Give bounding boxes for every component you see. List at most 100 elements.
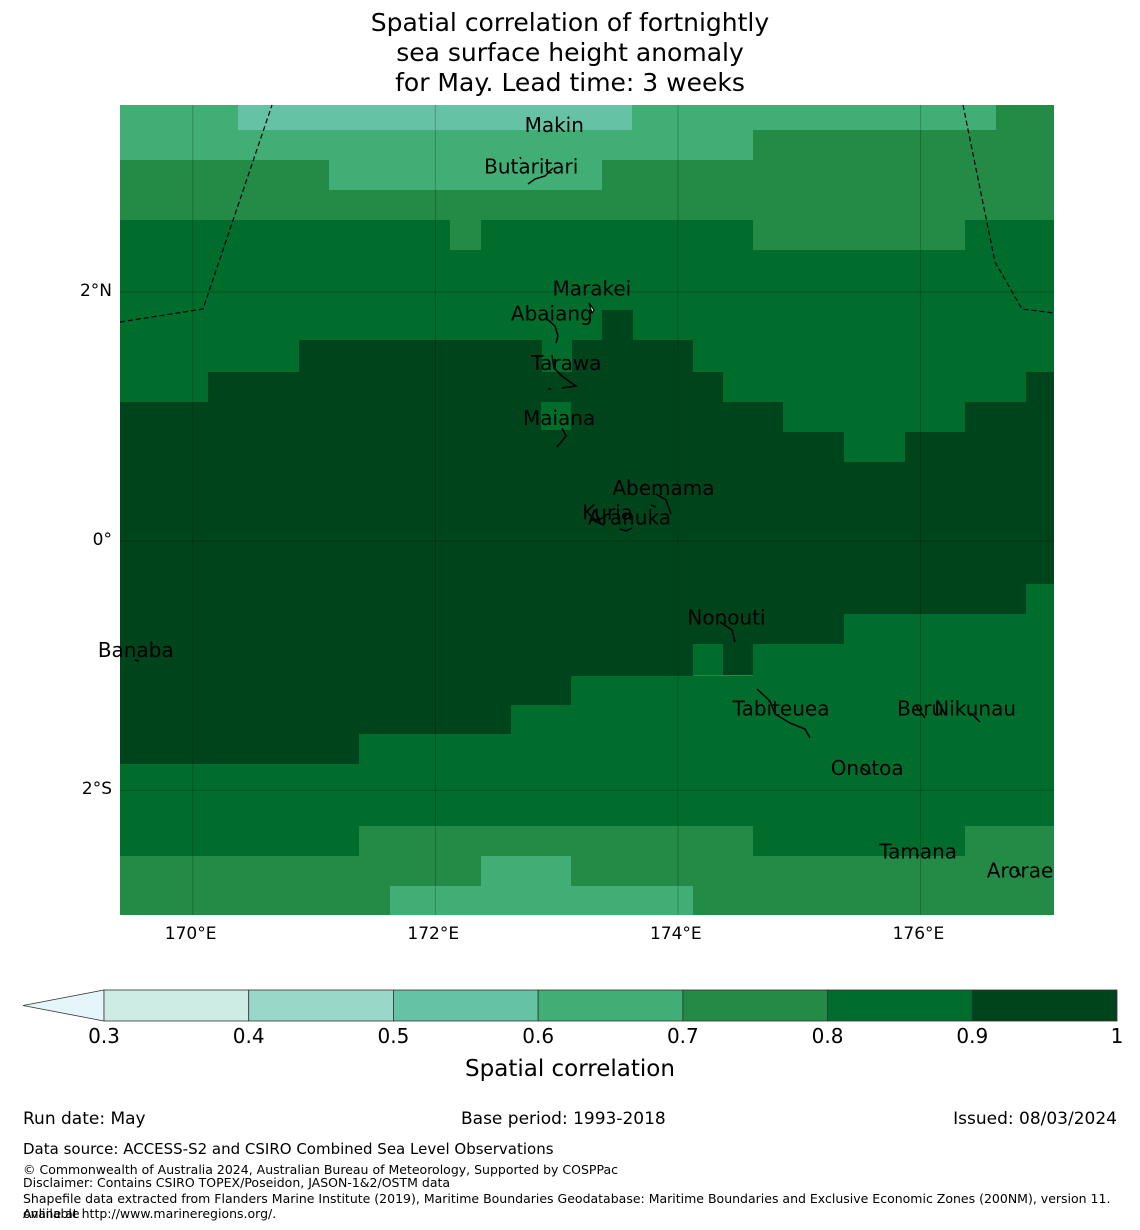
correlation-cell [723, 372, 1026, 402]
eez-boundaries [119, 104, 1055, 323]
colorbar-tick-label: 0.8 [811, 1024, 844, 1048]
correlation-cell [753, 826, 965, 856]
shapefile-credit: Shapefile data extracted from Flanders M… [23, 1191, 1111, 1221]
correlation-cell [571, 676, 1054, 705]
correlation-cell [120, 310, 1054, 340]
island-shape [1015, 869, 1022, 877]
colorbar-tick-label: 0.9 [956, 1024, 989, 1048]
correlation-cell [120, 462, 1054, 584]
y-tick-label: 2°S [81, 779, 112, 800]
correlation-cell [120, 826, 359, 856]
island-label: Arorae [987, 858, 1053, 882]
colorbar-tick-label: 0.4 [232, 1024, 265, 1048]
correlation-cell [693, 340, 1054, 372]
colorbar-tick-label: 0.6 [522, 1024, 555, 1048]
correlation-cell [965, 402, 1054, 432]
island-label: Banaba [98, 638, 174, 662]
island-shape [527, 167, 554, 185]
correlation-cell [450, 220, 481, 250]
y-tick-label: 2°N [79, 280, 112, 301]
correlation-cell [120, 856, 481, 886]
island-shape [655, 493, 672, 515]
colorbar-segment [393, 989, 539, 1022]
eez-boundary-west [119, 104, 273, 323]
correlation-cell [120, 644, 693, 676]
correlation-cell [542, 340, 572, 372]
island-shape [545, 317, 559, 344]
island-label: Maiana [523, 406, 595, 430]
correlation-cell [120, 614, 844, 644]
colorbar-segment [103, 989, 250, 1022]
island-label: Butaritari [484, 154, 578, 178]
correlation-cell [481, 220, 753, 250]
correlation-cell [844, 614, 1054, 644]
correlation-cell [481, 856, 571, 886]
island-shape [588, 302, 595, 315]
island-label: Abaiang [511, 301, 593, 325]
correlation-cell [120, 250, 1054, 310]
correlation-cell [965, 826, 1054, 856]
correlation-cell [572, 340, 693, 372]
correlation-cell [693, 886, 1054, 915]
correlation-cell [905, 432, 1054, 462]
island-label: Onotoa [831, 756, 904, 780]
chart-title: Spatial correlation of fortnightly sea s… [120, 8, 1020, 98]
correlation-cell [359, 734, 1054, 764]
correlation-cell [120, 220, 450, 250]
correlation-cell [120, 402, 541, 430]
colorbar-tick-label: 1 [1110, 1024, 1124, 1048]
title-line-2: sea surface height anomaly [396, 38, 744, 67]
issued-date: Issued: 08/03/2024 [953, 1109, 1117, 1129]
island-shape [915, 705, 926, 719]
correlation-cell [120, 676, 571, 705]
correlation-cell [753, 644, 1054, 676]
island-shape [915, 853, 920, 857]
island-label: Tamana [878, 840, 957, 864]
correlation-cell [208, 372, 723, 402]
correlation-cell [238, 105, 632, 130]
x-tick-label: 170°E [164, 924, 217, 944]
island-label: Tarawa [530, 351, 601, 375]
correlation-cell [783, 402, 965, 432]
correlation-cell [120, 734, 359, 764]
correlation-cell [120, 705, 511, 734]
island-shape [134, 659, 140, 662]
colorbar-extend-arrow [22, 989, 105, 1022]
island-shape [551, 354, 579, 389]
correlation-cell [965, 220, 1054, 250]
correlation-cell [120, 764, 1054, 826]
correlation-cell [329, 130, 723, 160]
correlation-cell [120, 584, 1026, 614]
correlation-cell [329, 160, 602, 190]
island-label: Nonouti [687, 605, 765, 629]
island-shape [556, 427, 567, 448]
correlation-cell [571, 856, 1054, 886]
colorbar-segment [682, 989, 828, 1022]
island-shape [619, 527, 633, 532]
colorbar-tick-label: 0.5 [377, 1024, 410, 1048]
island-label: Kuria [582, 501, 633, 525]
island-label: Beru [897, 696, 944, 720]
colorbar-title: Spatial correlation [465, 1056, 675, 1082]
island-label: Marakei [552, 276, 631, 300]
x-tick-label: 174°E [649, 924, 702, 944]
correlation-cell [511, 705, 1054, 734]
x-tick-label: 172°E [407, 924, 460, 944]
run-date: Run date: May [23, 1109, 146, 1129]
colorbar-segment [248, 989, 394, 1022]
island-label: Tabiteuea [732, 696, 830, 720]
correlation-cell [602, 310, 633, 340]
island-outlines [134, 156, 1022, 877]
correlation-cell [390, 886, 693, 915]
correlation-cell [1026, 584, 1054, 614]
colorbar-segment [537, 989, 684, 1022]
correlation-grid [120, 105, 1054, 915]
island-label: Aranuka [588, 506, 671, 530]
colorbar [22, 989, 1118, 1022]
title-line-1: Spatial correlation of fortnightly [370, 8, 770, 37]
island-shape [970, 712, 981, 723]
island-shape [861, 767, 872, 775]
colorbar-tick-label: 0.3 [88, 1024, 120, 1048]
